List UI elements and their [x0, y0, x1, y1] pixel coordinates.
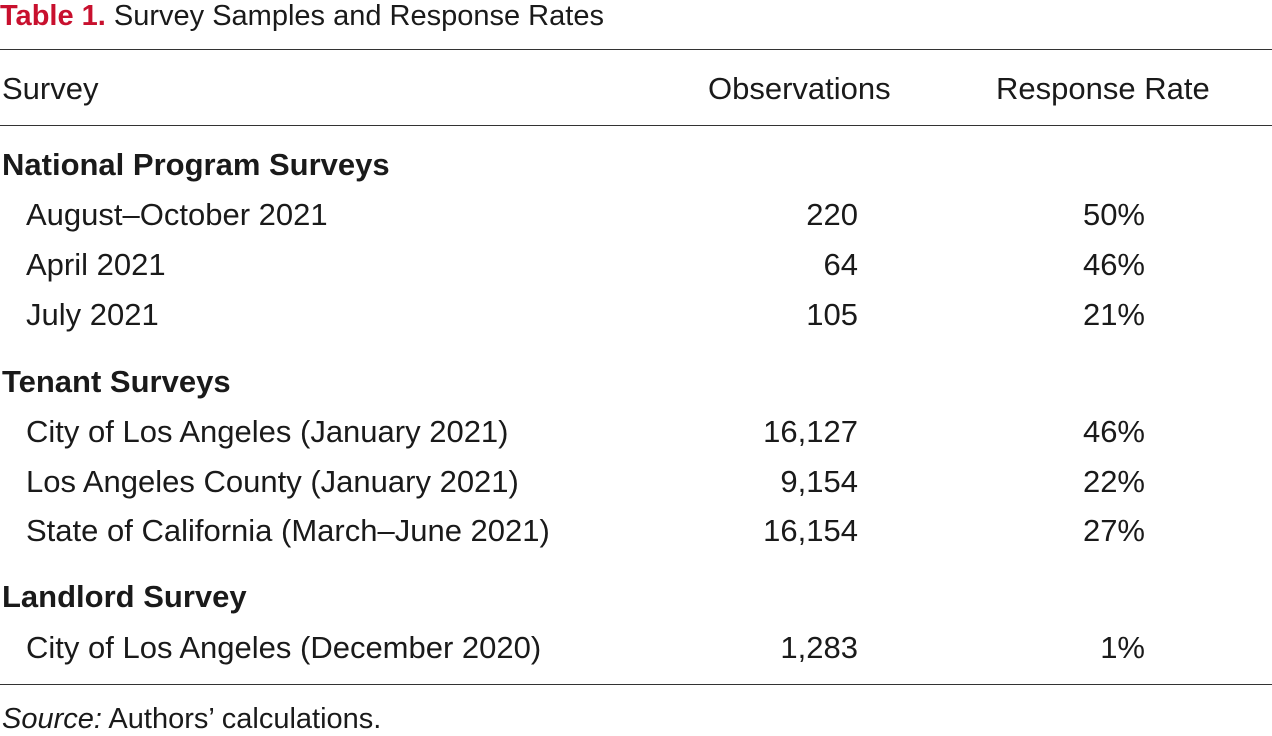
- row-response-rate: 22%: [1082, 464, 1145, 499]
- row-observations: 9,154: [780, 464, 858, 499]
- source-text: Authors’ calculations.: [101, 703, 382, 735]
- row-observations: 105: [806, 297, 858, 332]
- row-response-rate: 1%: [1100, 630, 1145, 665]
- row-survey-name: Los Angeles County (January 2021): [26, 464, 519, 499]
- row-survey-name: August–October 2021: [26, 197, 328, 232]
- header-survey: Survey: [2, 71, 99, 106]
- row-response-rate: 46%: [1082, 414, 1145, 449]
- table-row: April 2021 64 46%: [0, 245, 1272, 285]
- row-observations: 64: [823, 247, 858, 282]
- row-survey-name: City of Los Angeles (January 2021): [26, 414, 509, 449]
- header-response-rate: Response Rate: [996, 71, 1210, 106]
- row-observations: 16,154: [763, 513, 858, 548]
- table-row: State of California (March–June 2021) 16…: [0, 511, 1272, 551]
- row-observations: 1,283: [780, 630, 858, 665]
- row-survey-name: State of California (March–June 2021): [26, 513, 550, 548]
- row-observations: 16,127: [763, 414, 858, 449]
- source-label: Source:: [2, 703, 102, 735]
- row-observations: 220: [806, 197, 858, 232]
- table-row: July 2021 105 21%: [0, 295, 1272, 335]
- row-survey-name: July 2021: [26, 297, 159, 332]
- table-label: Table 1.: [0, 0, 106, 32]
- header-rule: [0, 125, 1272, 126]
- section-heading-national: National Program Surveys: [2, 147, 390, 182]
- table-title: Table 1. Survey Samples and Response Rat…: [0, 0, 604, 32]
- table-title-text: Survey Samples and Response Rates: [105, 0, 604, 32]
- section-heading-tenant: Tenant Surveys: [2, 364, 231, 399]
- header-observations: Observations: [708, 71, 891, 106]
- row-response-rate: 21%: [1082, 297, 1145, 332]
- bottom-rule: [0, 684, 1272, 685]
- source-note: Source: Authors’ calculations.: [2, 702, 381, 736]
- section-heading-landlord: Landlord Survey: [2, 579, 247, 614]
- table-row: Los Angeles County (January 2021) 9,154 …: [0, 462, 1272, 502]
- top-rule: [0, 49, 1272, 50]
- table-row: August–October 2021 220 50%: [0, 195, 1272, 235]
- table-row: City of Los Angeles (January 2021) 16,12…: [0, 412, 1272, 452]
- row-survey-name: City of Los Angeles (December 2020): [26, 630, 542, 665]
- row-response-rate: 50%: [1082, 197, 1145, 232]
- row-survey-name: April 2021: [26, 247, 166, 282]
- row-response-rate: 46%: [1082, 247, 1145, 282]
- row-response-rate: 27%: [1082, 513, 1145, 548]
- table-row: City of Los Angeles (December 2020) 1,28…: [0, 628, 1272, 668]
